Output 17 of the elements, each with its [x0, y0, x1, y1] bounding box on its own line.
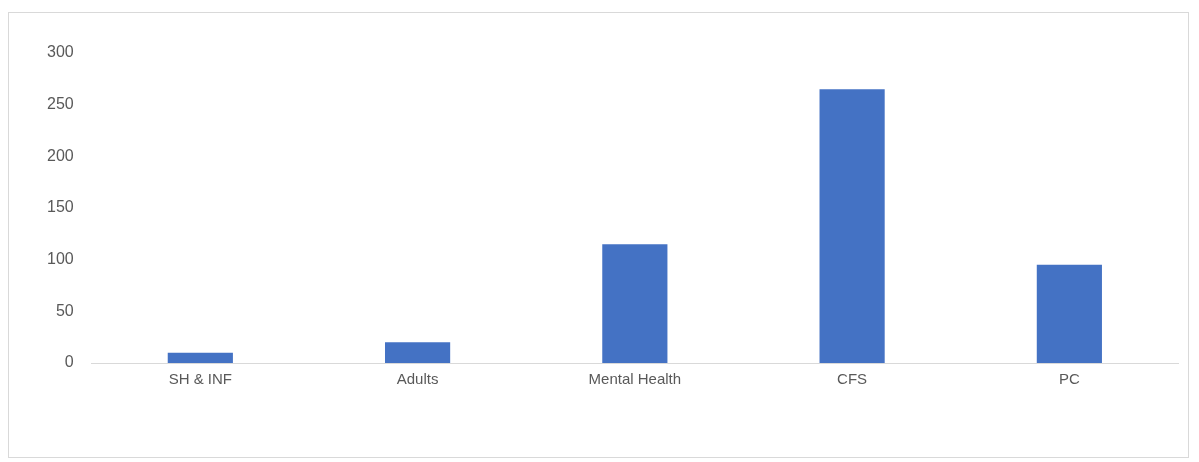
x-tick-label: CFS — [837, 370, 868, 388]
y-tick-label: 200 — [46, 146, 74, 164]
bar — [819, 89, 885, 363]
x-tick-label: SH & INF — [168, 370, 232, 388]
bar — [167, 352, 233, 363]
y-tick-label: 150 — [46, 198, 74, 216]
y-tick-label: 50 — [55, 301, 74, 319]
bar — [602, 244, 668, 363]
y-tick-label: 0 — [64, 353, 74, 371]
x-tick-label: Adults — [396, 370, 439, 388]
bar — [385, 342, 451, 363]
y-tick-label: 100 — [46, 250, 74, 268]
x-tick-label: Mental Health — [588, 370, 682, 388]
bar — [1036, 264, 1102, 363]
x-tick-label: PC — [1058, 370, 1080, 388]
y-tick-label: 300 — [46, 43, 74, 61]
y-tick-label: 250 — [46, 95, 74, 113]
